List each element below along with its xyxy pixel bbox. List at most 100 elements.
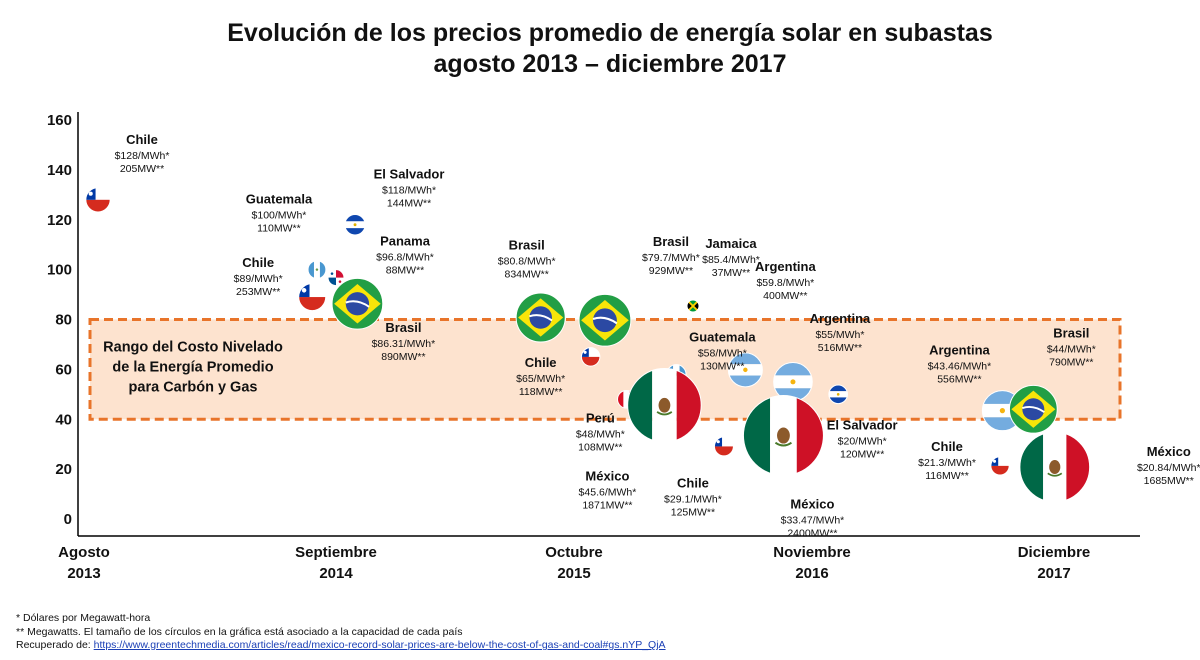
bubble-label: México $20.84/MWh*1685MW** (1137, 444, 1200, 487)
bubble-country: Panama (380, 234, 431, 249)
footnote-price: * Dólares por Megawatt-hora (16, 612, 151, 624)
y-tick-label: 160 (47, 112, 72, 129)
bubble-capacity: 118MW** (519, 386, 563, 398)
bubble-chile (713, 436, 734, 457)
bubble-capacity: 516MW** (818, 342, 862, 354)
bubble-price: $128/MWh* (115, 150, 170, 162)
bubble-country: Argentina (755, 259, 816, 274)
bubble-label: Chile $21.3/MWh*116MW** (918, 439, 976, 482)
bubble-elsalvador (344, 214, 366, 236)
bubble-capacity: 556MW** (937, 374, 981, 386)
bubble-label: Brasil $44/MWh*790MW** (1047, 325, 1096, 368)
band-label-line: para Carbón y Gas (129, 379, 258, 395)
bubble-label: Chile $128/MWh*205MW** (115, 132, 170, 175)
y-tick-label: 0 (64, 511, 72, 528)
bubble-price: $89/MWh* (234, 273, 283, 285)
bubble-country: Guatemala (689, 329, 756, 344)
bubble-country: El Salvador (374, 167, 445, 182)
bubble-label: México $45.6/MWh*1871MW** (579, 468, 637, 511)
bubble-price: $96.8/MWh* (376, 252, 434, 264)
band-label-line: de la Energía Promedio (112, 359, 273, 375)
bubble-capacity: 890MW** (381, 351, 425, 363)
bubble-capacity: 2400MW** (787, 528, 837, 540)
x-tick-label: Octubre (545, 544, 603, 561)
x-tick-label: Noviembre (773, 544, 851, 561)
bubble-brazil (331, 277, 384, 330)
bubble-price: $43.46/MWh* (928, 361, 992, 373)
x-tick-label: 2015 (557, 565, 590, 582)
bubble-argentina (727, 352, 763, 388)
bubble-label: Guatemala $100/MWh*110MW** (246, 192, 313, 235)
bubble-country: Perú (586, 410, 615, 425)
x-tick-label: Agosto (58, 544, 110, 561)
bubble-country: Argentina (929, 343, 990, 358)
bubble-country: Brasil (385, 320, 421, 335)
bubble-country: Chile (525, 355, 557, 370)
y-tick-label: 140 (47, 162, 72, 179)
bubble-label: Brasil $86.31/MWh*890MW** (372, 320, 436, 363)
bubble-country: Chile (126, 132, 158, 147)
bubble-brazil (1008, 384, 1058, 434)
bubble-label: Brasil $80.8/MWh*834MW** (498, 238, 556, 281)
y-tick-label: 100 (47, 262, 72, 279)
bubble-price: $20.84/MWh* (1137, 462, 1200, 474)
bubble-brazil (578, 293, 632, 347)
bubble-capacity: 1685MW** (1144, 475, 1194, 487)
band-label-line: Rango del Costo Nivelado (103, 339, 283, 355)
bubble-capacity: 116MW** (925, 470, 969, 482)
bubble-label: México $33.47/MWh*2400MW** (781, 497, 845, 540)
chart-title-line2: agosto 2013 – diciembre 2017 (433, 50, 787, 78)
bubble-label: Chile $29.1/MWh*125MW** (664, 475, 722, 518)
y-tick-label: 80 (55, 312, 72, 329)
bubble-country: Argentina (810, 311, 871, 326)
bubble-price: $20/MWh* (838, 435, 887, 447)
x-tick-label: 2017 (1037, 565, 1070, 582)
bubble-chile (85, 187, 111, 213)
bubble-price: $65/MWh* (516, 373, 565, 385)
bubble-price: $44/MWh* (1047, 343, 1096, 355)
bubble-price: $86.31/MWh* (372, 338, 436, 350)
bubble-label: Guatemala $58/MWh*130MW** (689, 329, 756, 372)
bubble-capacity: 125MW** (671, 506, 715, 518)
bubble-price: $33.47/MWh* (781, 515, 845, 527)
bubble-mexico (1019, 431, 1091, 503)
bubble-label: Argentina $43.46/MWh*556MW** (928, 343, 992, 386)
chart-title-line1: Evolución de los precios promedio de ene… (227, 19, 993, 47)
footnote-source: Recuperado de: https://www.greentechmedi… (16, 639, 666, 653)
x-tick-label: Septiembre (295, 544, 377, 561)
bubble-capacity: 110MW** (257, 223, 301, 235)
footnote-capacity: ** Megawatts. El tamaño de los círculos … (16, 625, 463, 638)
bubble-chart: Rango del Costo Nivelado de la Energía Pr… (47, 112, 1200, 582)
bubble-country: Chile (677, 475, 709, 490)
bubble-label: Chile $65/MWh*118MW** (516, 355, 565, 398)
bubble-chile (580, 347, 601, 367)
bubble-country: Brasil (653, 234, 689, 249)
y-tick-label: 40 (55, 411, 72, 428)
bubble-label: El Salvador $118/MWh*144MW** (374, 167, 445, 210)
source-label: Recuperado de: (16, 639, 91, 651)
bubble-label: Argentina $55/MWh*516MW** (810, 311, 871, 354)
bubble-price: $55/MWh* (815, 329, 864, 341)
bubble-capacity: 929MW** (649, 265, 693, 277)
bubble-mexico (742, 395, 824, 477)
x-tick-label: 2014 (319, 565, 353, 582)
bubble-chile (990, 456, 1010, 476)
bubble-price: $118/MWh* (382, 185, 436, 197)
bubble-price: $85.4/MWh* (702, 254, 760, 266)
bubble-price: $79.7/MWh* (642, 252, 700, 264)
bubble-country: México (1147, 444, 1191, 459)
bubble-country: El Salvador (827, 417, 898, 432)
bubble-price: $45.6/MWh* (579, 486, 637, 498)
y-tick-label: 120 (47, 212, 72, 229)
bubble-capacity: 790MW** (1049, 356, 1093, 368)
bubble-country: Brasil (509, 238, 545, 253)
bubble-capacity: 108MW** (578, 441, 622, 453)
bubble-country: Brasil (1053, 325, 1089, 340)
bubble-panama (327, 269, 345, 287)
source-link[interactable]: https://www.greentechmedia.com/articles/… (93, 639, 666, 651)
bubble-capacity: 120MW** (840, 448, 884, 460)
bubble-label: Chile $89/MWh*253MW** (234, 255, 283, 298)
bubble-guatemala (307, 260, 327, 280)
chart-title: Evolución de los precios promedio de ene… (0, 18, 1200, 80)
bubble-country: Chile (242, 255, 274, 270)
